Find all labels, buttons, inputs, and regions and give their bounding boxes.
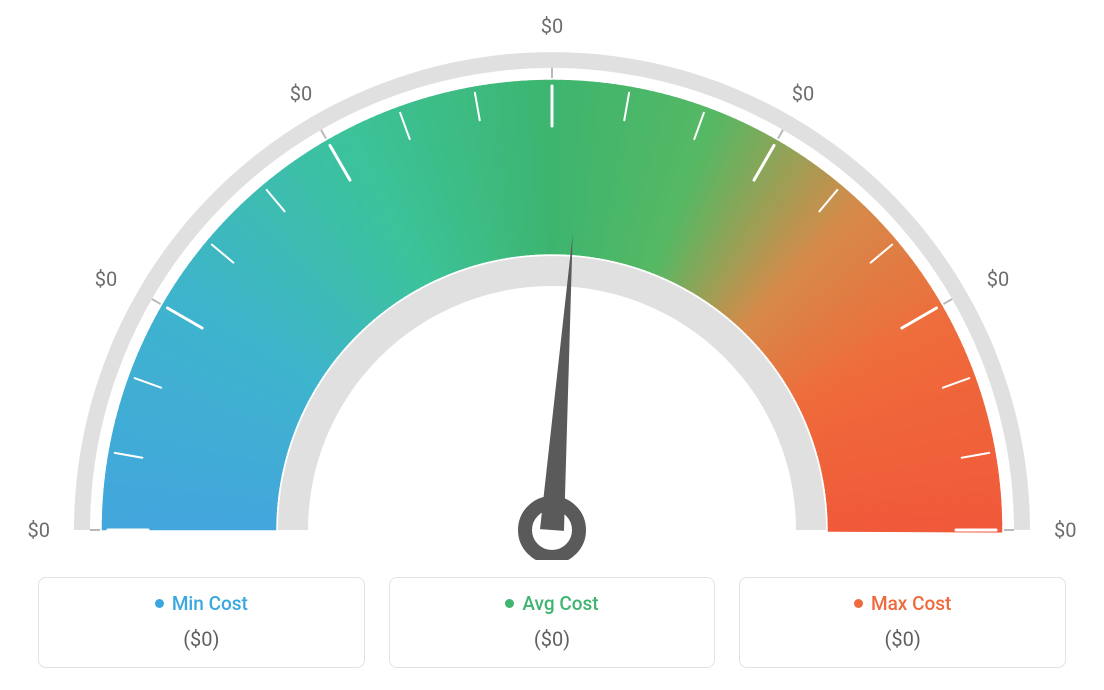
svg-text:$0: $0: [290, 81, 312, 105]
legend-card-avg: Avg Cost ($0): [389, 577, 716, 668]
legend-label-max: Max Cost: [871, 592, 951, 615]
legend-card-max: Max Cost ($0): [739, 577, 1066, 668]
legend-value-max: ($0): [750, 627, 1055, 651]
legend-row: Min Cost ($0) Avg Cost ($0) Max Cost ($0…: [38, 577, 1066, 668]
svg-text:$0: $0: [28, 518, 50, 542]
gauge-svg: $0 $0 $0 $0 $0 $0 $0: [0, 0, 1104, 560]
legend-title-min: Min Cost: [155, 592, 248, 615]
legend-dot-min: [155, 599, 164, 608]
svg-text:$0: $0: [541, 14, 563, 38]
svg-text:$0: $0: [792, 81, 814, 105]
svg-text:$0: $0: [987, 267, 1009, 291]
legend-title-avg: Avg Cost: [505, 592, 598, 615]
legend-label-min: Min Cost: [172, 592, 248, 615]
legend-value-avg: ($0): [400, 627, 705, 651]
legend-dot-max: [854, 599, 863, 608]
svg-text:$0: $0: [95, 267, 117, 291]
legend-title-max: Max Cost: [854, 592, 951, 615]
legend-dot-avg: [505, 599, 514, 608]
gauge-chart: $0 $0 $0 $0 $0 $0 $0: [0, 0, 1104, 560]
svg-text:$0: $0: [1054, 518, 1076, 542]
legend-value-min: ($0): [49, 627, 354, 651]
legend-card-min: Min Cost ($0): [38, 577, 365, 668]
legend-label-avg: Avg Cost: [522, 592, 598, 615]
